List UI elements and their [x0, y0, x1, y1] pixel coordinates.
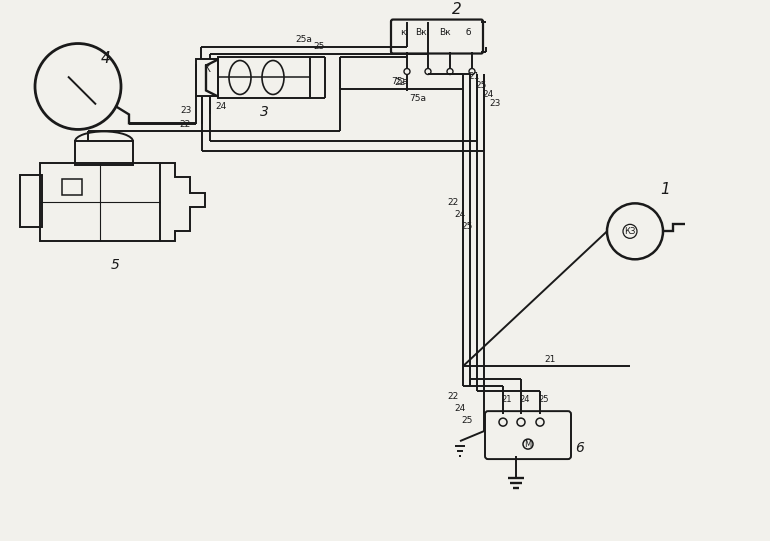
- Text: 22: 22: [394, 78, 406, 87]
- Text: б: б: [465, 28, 470, 37]
- Text: К: К: [203, 64, 210, 75]
- Text: 75а: 75а: [391, 77, 408, 86]
- Text: 25: 25: [462, 415, 473, 425]
- Text: 23: 23: [181, 106, 192, 115]
- Text: 21: 21: [468, 72, 480, 81]
- Text: 25: 25: [462, 222, 473, 231]
- Text: 24: 24: [455, 210, 466, 219]
- Text: 22: 22: [447, 198, 459, 207]
- Text: 22: 22: [179, 120, 191, 129]
- Text: 24: 24: [482, 90, 494, 99]
- Text: 5: 5: [111, 258, 119, 272]
- Text: 2: 2: [452, 2, 462, 17]
- Text: 24: 24: [455, 404, 466, 413]
- Text: к: к: [400, 28, 406, 37]
- Text: Вк: Вк: [415, 28, 427, 37]
- Text: 24: 24: [519, 394, 530, 404]
- Text: 3: 3: [259, 105, 269, 120]
- Text: 24: 24: [215, 102, 226, 111]
- Text: 21: 21: [544, 355, 556, 364]
- Text: 23: 23: [489, 99, 500, 108]
- Text: 4: 4: [101, 51, 111, 66]
- Text: М: М: [524, 440, 531, 448]
- Text: КЗ: КЗ: [624, 227, 636, 236]
- Text: 25а: 25а: [296, 35, 313, 44]
- Text: 6: 6: [575, 441, 584, 455]
- Text: 21: 21: [501, 394, 511, 404]
- Text: 1: 1: [660, 182, 670, 197]
- Text: 25: 25: [538, 394, 548, 404]
- Text: 25: 25: [313, 42, 325, 51]
- Text: 25: 25: [475, 81, 487, 90]
- Text: 22: 22: [447, 392, 459, 401]
- Text: Вк: Вк: [439, 28, 450, 37]
- Text: 75а: 75а: [409, 94, 426, 103]
